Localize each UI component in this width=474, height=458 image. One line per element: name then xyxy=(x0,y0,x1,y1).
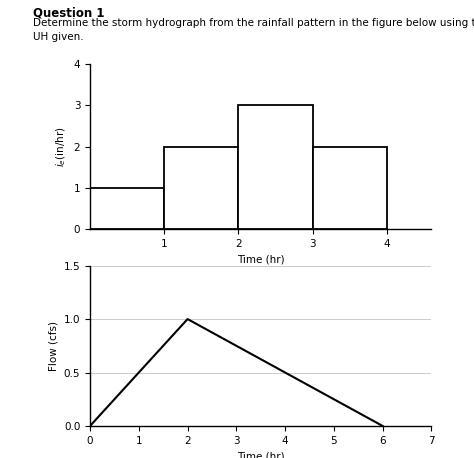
Text: Determine the storm hydrograph from the rainfall pattern in the figure below usi: Determine the storm hydrograph from the … xyxy=(33,18,474,42)
Bar xyxy=(90,188,164,229)
Y-axis label: Flow (cfs): Flow (cfs) xyxy=(48,321,58,371)
Text: Question 1: Question 1 xyxy=(33,7,105,20)
Bar xyxy=(238,105,313,229)
Y-axis label: $i_e$(in/hr): $i_e$(in/hr) xyxy=(55,126,68,167)
Bar xyxy=(164,147,238,229)
Bar xyxy=(313,147,387,229)
X-axis label: Time (hr): Time (hr) xyxy=(237,451,284,458)
X-axis label: Time (hr): Time (hr) xyxy=(237,254,284,264)
